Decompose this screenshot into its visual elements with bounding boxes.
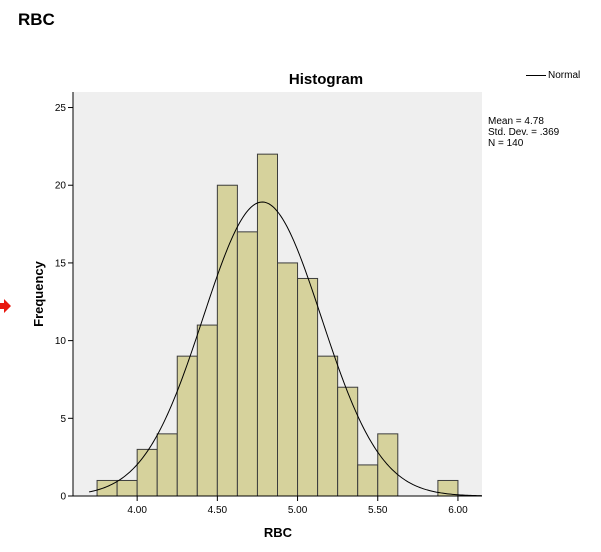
stats-box: Mean = 4.78 Std. Dev. = .369 N = 140 (488, 116, 559, 149)
y-ticks-group: 0 5 10 15 20 25 (55, 103, 73, 503)
chart-title: Histogram (289, 71, 363, 88)
histogram-bar-10 (297, 277, 319, 497)
x-ticks-group: 4.00 4.50 5.00 5.50 6.00 (127, 496, 468, 516)
x-tick-label-0: 4.00 (127, 505, 147, 516)
normal-curve (88, 201, 483, 497)
legend-line-swatch (526, 75, 546, 76)
y-axis-title: Frequency (31, 260, 46, 327)
histogram-bar-12 (337, 386, 359, 497)
stats-mean: Mean = 4.78 (488, 116, 544, 127)
x-axis-title: RBC (264, 525, 293, 540)
stats-n: N = 140 (488, 138, 524, 149)
y-tick-label-0: 0 (60, 492, 66, 503)
histogram-bar-7 (236, 231, 258, 497)
stats-sd: Std. Dev. = .369 (488, 127, 560, 138)
histogram-bar-3 (156, 433, 178, 497)
x-tick-label-2: 5.00 (288, 505, 308, 516)
page-heading: RBC (18, 10, 55, 29)
y-tick-label-4: 20 (55, 181, 67, 192)
x-tick-label-4: 6.00 (448, 505, 468, 516)
legend-label: Normal (548, 70, 581, 81)
y-tick-label-1: 5 (60, 414, 66, 425)
histogram-bar-4 (176, 355, 198, 497)
x-tick-label-3: 5.50 (368, 505, 388, 516)
x-tick-label-1: 4.50 (208, 505, 228, 516)
histogram-bar-11 (317, 355, 339, 497)
y-tick-label-3: 15 (55, 258, 67, 269)
histogram-bar-8 (256, 153, 279, 497)
y-tick-label-5: 25 (55, 103, 67, 114)
histogram-bar-5 (196, 324, 218, 497)
histogram-bar-2 (136, 448, 158, 497)
histogram-bar-9 (277, 262, 299, 497)
histogram-bar-1 (116, 479, 138, 497)
red-arrow-icon (0, 299, 11, 313)
y-tick-label-2: 10 (55, 336, 67, 347)
histogram-bar-13 (357, 464, 379, 497)
legend: Normal (526, 70, 580, 81)
